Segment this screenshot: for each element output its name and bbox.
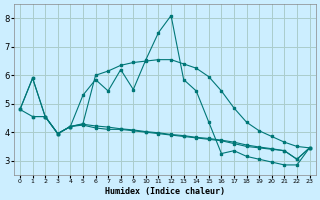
X-axis label: Humidex (Indice chaleur): Humidex (Indice chaleur) — [105, 187, 225, 196]
